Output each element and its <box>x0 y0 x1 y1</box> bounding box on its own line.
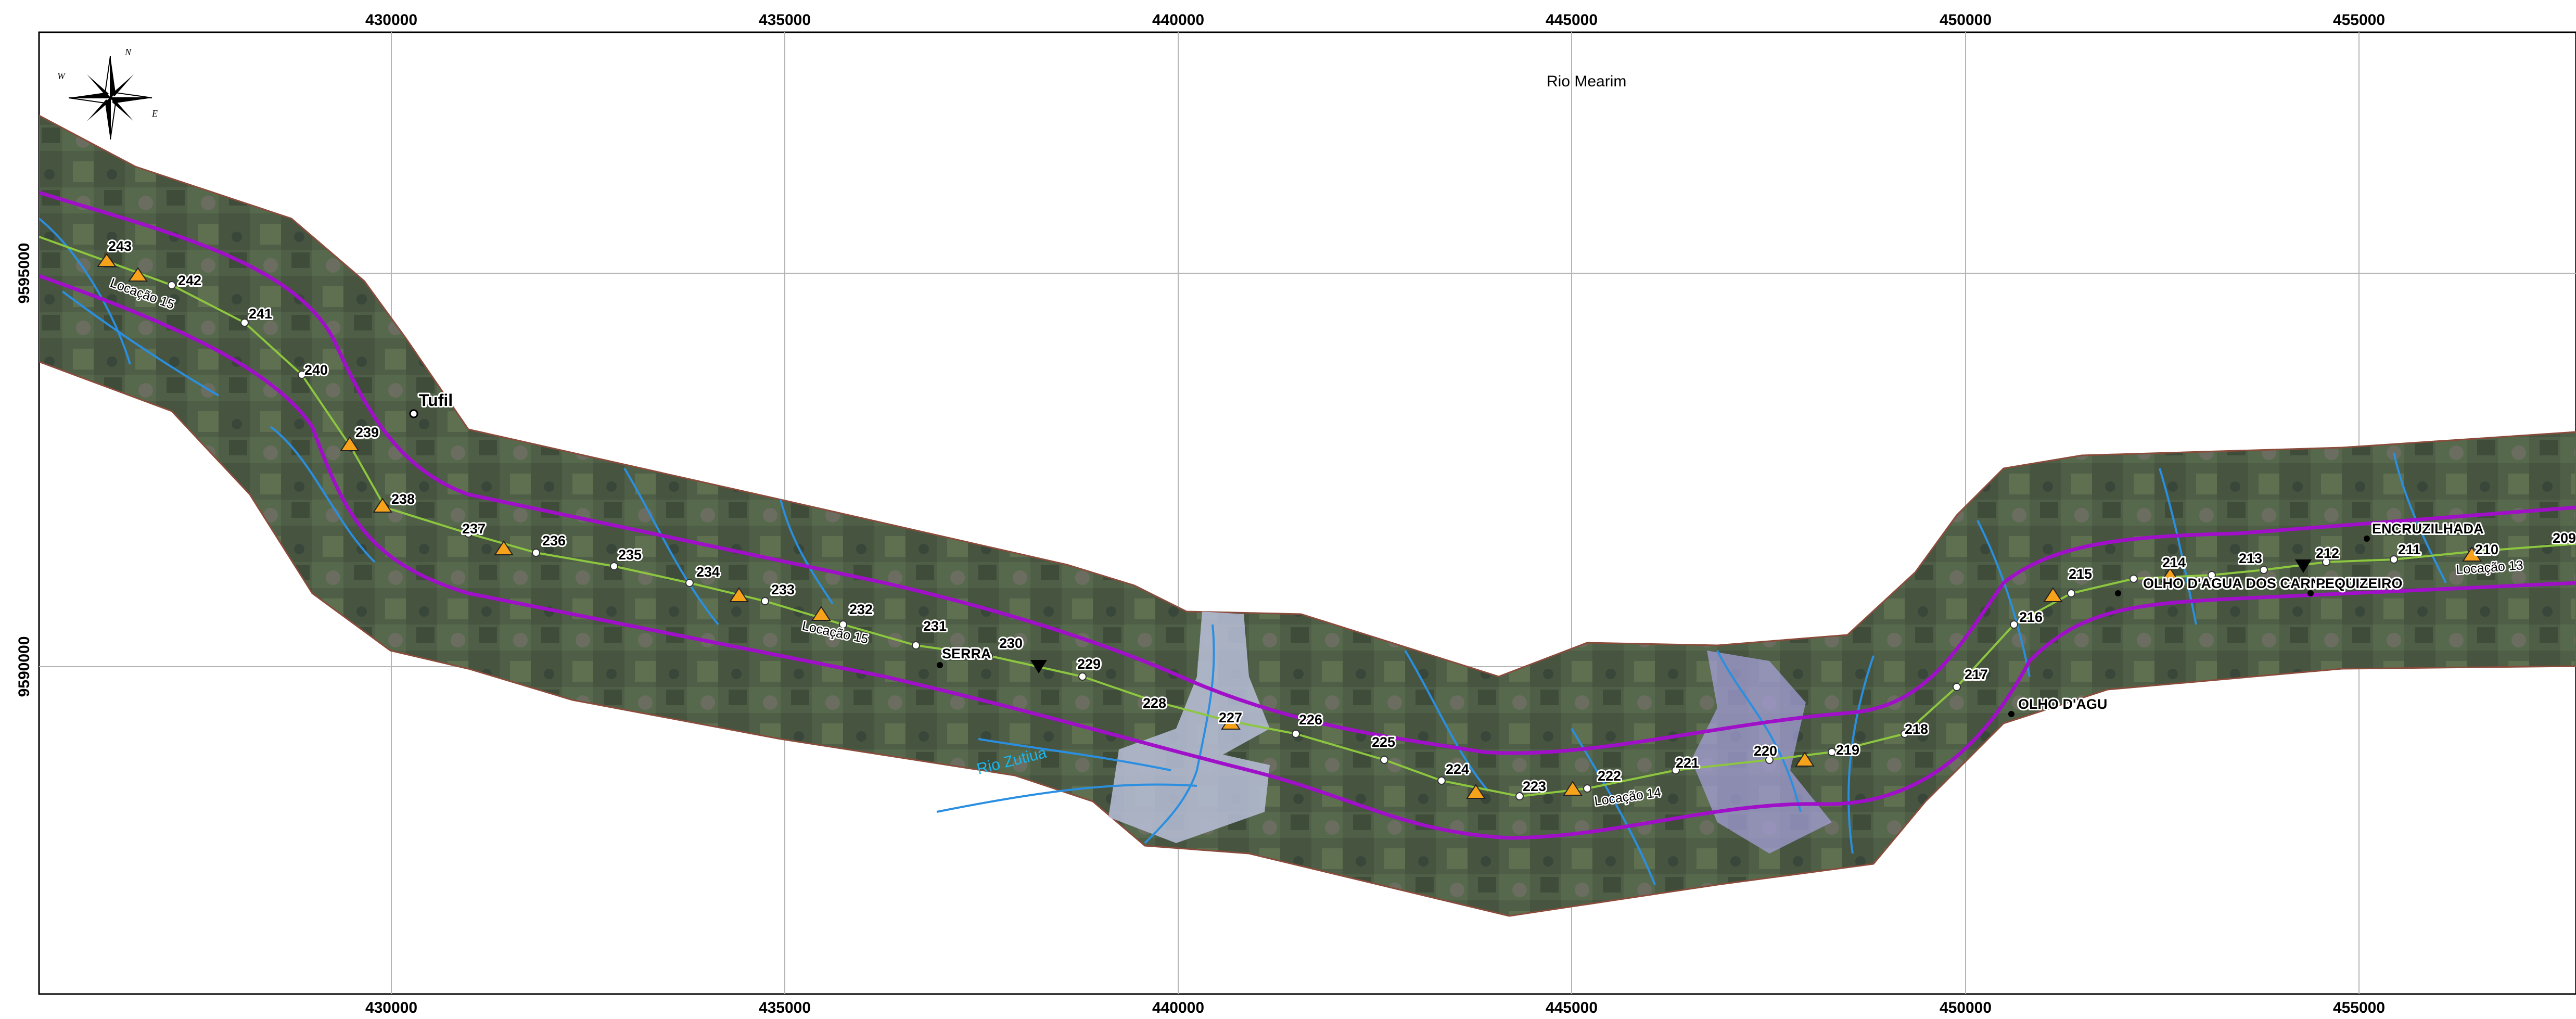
tower-label: 230 <box>999 635 1023 651</box>
tower-label: 225 <box>1372 734 1395 750</box>
tower-label: 227 <box>1219 710 1242 725</box>
tower-label: 234 <box>696 564 720 580</box>
tower-label: 238 <box>391 491 415 507</box>
tower-label: 231 <box>923 618 947 634</box>
tower-label: 209 <box>2553 530 2576 546</box>
x-tick-label: 455000 <box>2333 999 2385 1016</box>
tower-label: 226 <box>1299 712 1322 728</box>
y-tick-label: 9590000 <box>16 636 33 697</box>
settlement-points <box>409 409 2370 717</box>
tower-label: 213 <box>2239 551 2262 566</box>
corridor-boundary <box>39 190 2576 840</box>
tower-label: 215 <box>2069 566 2092 582</box>
x-axis-ticks-top: 430000 435000 440000 445000 450000 45500… <box>365 11 2385 29</box>
tower-label: 212 <box>2316 545 2339 561</box>
tower-label: 210 <box>2475 542 2498 557</box>
x-tick-label: 450000 <box>1940 11 1992 29</box>
location-label: Locação 13 <box>2455 558 2523 577</box>
tower-labels: 243 242 241 240 239 238 237 236 235 234 … <box>107 237 2576 796</box>
compass-north-label: N <box>124 47 132 57</box>
place-label-serra: SERRA <box>942 646 991 661</box>
north-arrow: N E W <box>57 47 158 140</box>
x-tick-label: 450000 <box>1940 999 1992 1016</box>
tower-label: 236 <box>542 533 566 549</box>
tower-label: 243 <box>108 238 132 254</box>
y-axis-ticks: 9595000 9590000 <box>16 243 33 697</box>
tower-label: 219 <box>1836 742 1859 758</box>
tower-label: 220 <box>1754 743 1777 759</box>
x-tick-label: 440000 <box>1152 11 1204 29</box>
place-label-olho-dagua-dos-carneiros: OLHO D'AGUA DOS CARNEIROS <box>2143 576 2364 591</box>
tower-label: 216 <box>2019 609 2043 625</box>
satellite-imagery <box>39 114 2576 917</box>
tower-label: 229 <box>1077 656 1101 672</box>
tower-label: 214 <box>2162 555 2186 570</box>
tower-label: 228 <box>1143 695 1166 711</box>
x-tick-label: 445000 <box>1546 11 1598 29</box>
tower-label: 232 <box>849 602 873 617</box>
tower-label: 237 <box>462 521 486 537</box>
x-tick-label: 445000 <box>1546 999 1598 1016</box>
x-tick-label: 440000 <box>1152 999 1204 1016</box>
river-network <box>39 218 2447 885</box>
tower-label: 242 <box>178 273 201 288</box>
tower-label: 233 <box>771 582 795 597</box>
x-axis-ticks-bottom: 430000 435000 440000 445000 450000 45500… <box>365 999 2385 1016</box>
x-tick-label: 435000 <box>759 11 811 29</box>
x-tick-label: 430000 <box>365 999 417 1016</box>
place-label-tufil: Tufil <box>419 391 453 410</box>
tower-label: 224 <box>1446 761 1469 777</box>
place-label-pequizeiro: PEQUIZEIRO <box>2316 576 2403 591</box>
tower-label: 240 <box>304 362 328 378</box>
place-label-olho-dagu: OLHO D'AGU <box>2018 696 2107 712</box>
vertex-markers <box>1030 559 2312 673</box>
place-label-encruzilhada: ENCRUZILHADA <box>2372 521 2483 537</box>
x-tick-label: 430000 <box>365 11 417 29</box>
tower-label: 218 <box>1905 721 1928 737</box>
compass-west-label: W <box>57 71 66 81</box>
x-tick-label: 435000 <box>759 999 811 1016</box>
tower-label: 217 <box>1965 667 1988 682</box>
x-tick-label: 455000 <box>2333 11 2385 29</box>
y-tick-label: 9595000 <box>16 243 33 304</box>
tower-label: 221 <box>1676 755 1699 771</box>
tower-label: 239 <box>355 425 379 440</box>
tower-label: 223 <box>1523 779 1546 794</box>
location-markers <box>97 253 2482 799</box>
compass-east-label: E <box>151 108 158 119</box>
tower-label: 222 <box>1598 768 1621 784</box>
map-title: Rio Mearim <box>1547 73 1626 90</box>
tower-label: 241 <box>249 306 272 322</box>
tower-label: 235 <box>618 547 642 563</box>
tower-label: 211 <box>2398 542 2421 557</box>
